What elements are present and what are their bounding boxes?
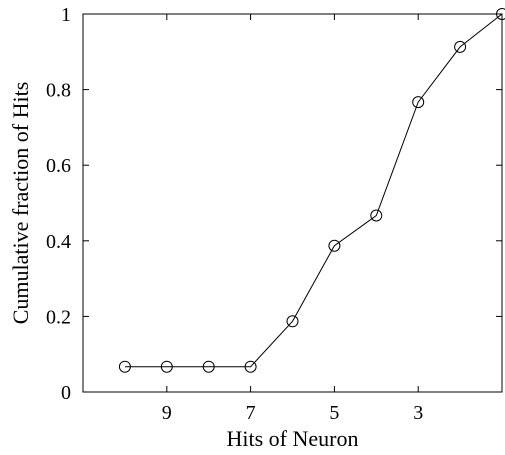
x-tick-label: 3 — [413, 402, 423, 424]
series-line — [124, 13, 503, 368]
y-tick-label: 0 — [61, 382, 71, 404]
x-tick-label: 9 — [162, 402, 172, 424]
plot-area: 0 0.2 0.4 0.6 0.8 1 9 7 5 3 — [46, 4, 505, 424]
x-axis-label: Hits of Neuron — [227, 426, 359, 451]
y-axis: 0 0.2 0.4 0.6 0.8 1 — [46, 4, 502, 404]
data-point — [370, 209, 383, 222]
data-point — [244, 360, 257, 373]
y-tick-label: 0.4 — [46, 231, 71, 253]
data-point — [454, 40, 467, 53]
data-point — [412, 96, 425, 109]
data-point — [328, 239, 341, 252]
y-tick-label: 0.6 — [46, 155, 71, 177]
y-tick-label: 1 — [61, 4, 71, 26]
y-axis-label: Cumulative fraction of Hits — [8, 82, 33, 325]
data-point — [496, 8, 505, 20]
axes-box — [82, 13, 503, 393]
data-point — [118, 360, 131, 373]
y-tick-label: 0.2 — [46, 306, 71, 328]
series-group — [118, 8, 505, 373]
data-point — [286, 315, 299, 328]
x-tick-label: 5 — [329, 402, 339, 424]
x-tick-label: 7 — [246, 402, 256, 424]
y-tick-label: 0.8 — [46, 80, 71, 102]
data-point — [160, 360, 173, 373]
data-point — [202, 360, 215, 373]
x-axis: 9 7 5 3 — [162, 14, 423, 424]
